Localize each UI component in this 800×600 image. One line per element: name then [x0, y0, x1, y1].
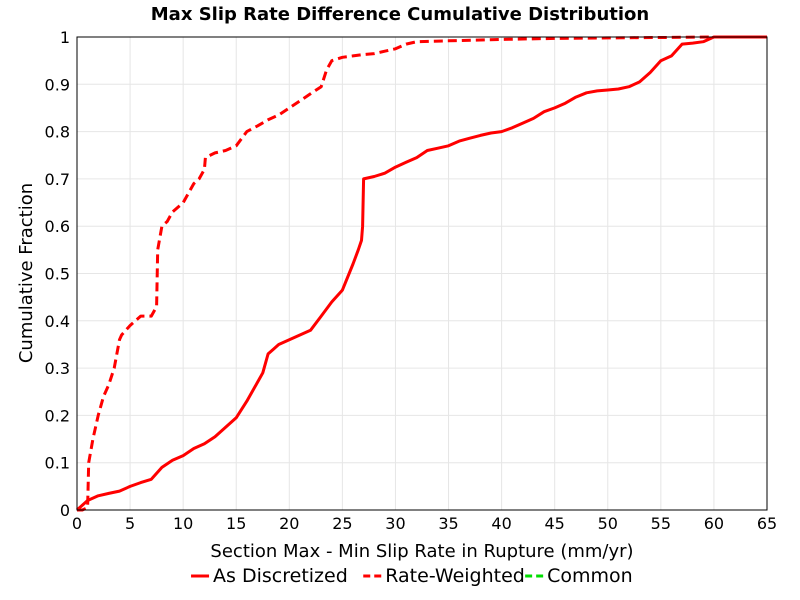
chart-title: Max Slip Rate Difference Cumulative Dist… [151, 4, 649, 25]
x-axis-label: Section Max - Min Slip Rate in Rupture (… [210, 541, 633, 562]
x-tick-label: 60 [704, 514, 724, 533]
y-tick-label: 0.3 [45, 359, 70, 378]
series-layer [76, 35, 767, 512]
x-tick-label: 45 [545, 514, 565, 533]
y-tick-label: 0.2 [45, 406, 70, 425]
legend-item: As Discretized [191, 565, 348, 587]
x-tick-label: 35 [438, 514, 458, 533]
x-tick-label: 20 [279, 514, 299, 533]
y-tick-label: 0.5 [45, 265, 70, 284]
legend-label: As Discretized [213, 565, 348, 587]
y-axis-label: Cumulative Fraction [16, 183, 37, 363]
y-tick-label: 0.9 [45, 75, 70, 94]
x-tick-label: 50 [598, 514, 618, 533]
x-tick-label: 25 [332, 514, 352, 533]
legend-label: Rate-Weighted [385, 565, 525, 587]
legend-label: Common [547, 565, 633, 587]
x-tick-label: 40 [491, 514, 511, 533]
y-tick-label: 0 [60, 501, 70, 520]
y-tick-label: 1 [60, 28, 70, 47]
series-line-as-discretized [76, 35, 767, 512]
plot-area [76, 36, 768, 511]
legend-item: Common [525, 565, 633, 587]
x-tick-label: 65 [757, 514, 777, 533]
legend-item: Rate-Weighted [363, 565, 525, 587]
x-tick-label: 55 [651, 514, 671, 533]
tick-labels: 0 5 10 15 20 25 30 35 40 45 50 55 60 65 0 0.1 0.2 0.3 0.4 0… [45, 28, 778, 533]
x-tick-label: 30 [385, 514, 405, 533]
y-tick-label: 0.8 [45, 123, 70, 142]
legend: As Discretized Rate-Weighted Common [191, 565, 633, 587]
x-tick-label: 15 [226, 514, 246, 533]
y-tick-label: 0.7 [45, 170, 70, 189]
series-line-rate-weighted [77, 35, 767, 512]
x-tick-label: 5 [125, 514, 135, 533]
x-tick-label: 10 [173, 514, 193, 533]
y-tick-label: 0.4 [45, 312, 70, 331]
x-tick-label: 0 [72, 514, 82, 533]
y-tick-label: 0.1 [45, 454, 70, 473]
y-tick-label: 0.6 [45, 217, 70, 236]
grid-lines [76, 36, 768, 511]
